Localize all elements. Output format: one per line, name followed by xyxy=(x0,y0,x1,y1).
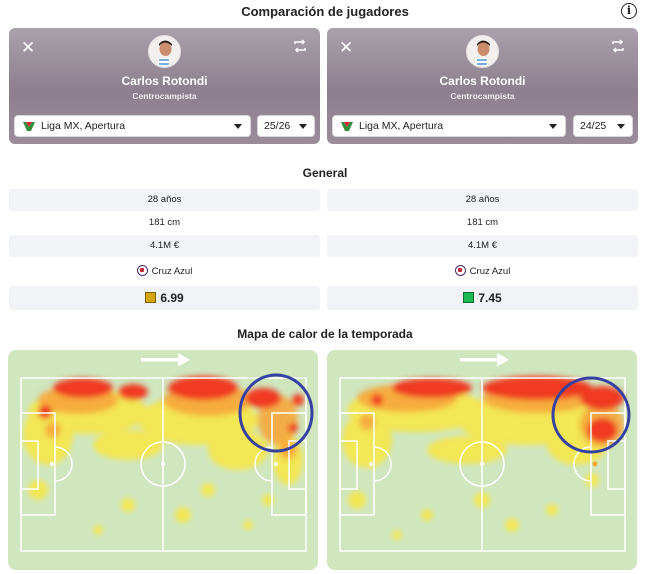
heatmap-2 xyxy=(339,353,631,552)
swap-icon[interactable] xyxy=(292,38,308,54)
annotation-circle xyxy=(238,373,314,453)
stat-market-value: 4.1M € xyxy=(327,235,638,257)
liga-mx-logo-icon xyxy=(341,122,353,131)
season-select[interactable]: 24/25 xyxy=(573,115,633,137)
rating-color-square xyxy=(145,292,157,303)
heatmap-pitch-1 xyxy=(8,350,318,570)
section-title-heatmap: Mapa de calor de la temporada xyxy=(237,327,413,341)
stat-market-value: 4.1M € xyxy=(9,235,320,257)
player-name: Carlos Rotondi xyxy=(439,74,526,88)
season-select[interactable]: 25/26 xyxy=(257,115,315,137)
stat-age: 28 años xyxy=(9,189,320,211)
league-select-value: Liga MX, Apertura xyxy=(359,120,444,132)
player-position: Centrocampista xyxy=(450,91,515,101)
stat-rating: 6.99 xyxy=(9,286,320,310)
club-crest-icon xyxy=(136,265,148,276)
argentina-flag-icon xyxy=(476,58,488,66)
league-select[interactable]: Liga MX, Apertura xyxy=(332,115,566,137)
rating-value: 6.99 xyxy=(160,291,184,305)
stat-age: 28 años xyxy=(327,189,638,211)
rating-value: 7.45 xyxy=(478,291,502,305)
player-name: Carlos Rotondi xyxy=(121,74,208,88)
close-icon[interactable]: ✕ xyxy=(339,38,354,57)
stat-rating: 7.45 xyxy=(327,286,638,310)
stat-club: Cruz Azul xyxy=(327,261,638,283)
rating-color-square xyxy=(463,292,475,303)
swap-icon[interactable] xyxy=(610,38,626,54)
heatmap-1 xyxy=(20,353,314,552)
club-name: Cruz Azul xyxy=(151,266,193,277)
player-card-1: ✕ Carlos Rotondi Centrocampista Liga MX,… xyxy=(9,28,320,144)
chevron-down-icon xyxy=(549,124,557,129)
league-select-value: Liga MX, Apertura xyxy=(41,120,126,132)
club-crest-icon xyxy=(454,265,466,276)
annotation-circle xyxy=(551,376,631,454)
close-icon[interactable]: ✕ xyxy=(21,38,36,57)
page-title: Comparación de jugadores xyxy=(241,4,409,19)
club-name: Cruz Azul xyxy=(469,266,511,277)
chevron-down-icon xyxy=(234,124,242,129)
info-icon[interactable]: i xyxy=(621,3,637,19)
season-select-value: 25/26 xyxy=(264,120,291,132)
season-select-value: 24/25 xyxy=(580,120,607,132)
argentina-flag-icon xyxy=(158,58,170,66)
stat-club: Cruz Azul xyxy=(9,261,320,283)
heatmap-pitch-2 xyxy=(327,350,637,570)
liga-mx-logo-icon xyxy=(23,122,35,131)
chevron-down-icon xyxy=(299,124,307,129)
league-select[interactable]: Liga MX, Apertura xyxy=(14,115,251,137)
stat-height: 181 cm xyxy=(327,212,638,234)
section-title-general: General xyxy=(302,166,348,180)
player-position: Centrocampista xyxy=(132,91,197,101)
stat-height: 181 cm xyxy=(9,212,320,234)
player-card-2: ✕ Carlos Rotondi Centrocampista Liga MX,… xyxy=(327,28,638,144)
chevron-down-icon xyxy=(617,124,625,129)
